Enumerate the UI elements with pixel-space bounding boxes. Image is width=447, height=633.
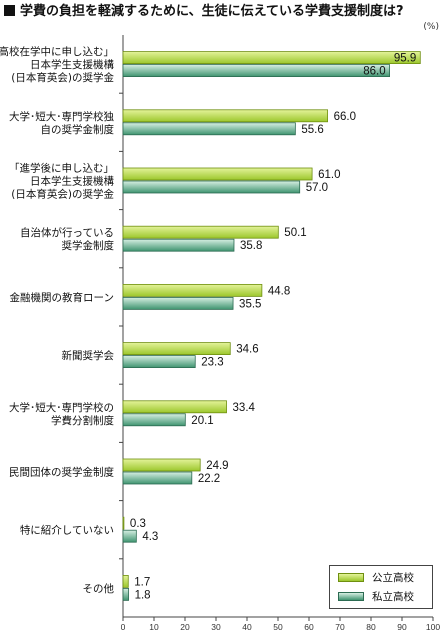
chart-title-text: 学費の負担を軽減するために、生徒に伝えている学費支援制度は? <box>20 4 404 19</box>
bar-public <box>122 342 231 356</box>
bar-private <box>122 355 196 369</box>
category-label: 新聞奨学会 <box>62 349 115 362</box>
value-label-public: 0.3 <box>130 518 146 530</box>
value-label-public: 1.7 <box>134 576 150 588</box>
x-tick-label: 60 <box>304 622 314 632</box>
category-label: 民間団体の奨学金制度 <box>9 466 114 479</box>
chart-title: 学費の負担を軽減するために、生徒に伝えている学費支援制度は? <box>4 2 444 22</box>
legend-item-public: 公立高校 <box>338 571 414 585</box>
category-label: 日本学生支援機構 <box>30 175 114 188</box>
bar-public <box>122 575 129 588</box>
value-label-private: 4.3 <box>142 531 158 543</box>
bar-private <box>122 296 234 310</box>
category-label: 奨学金制度 <box>62 239 115 252</box>
category-label: (日本育英会)の奨学金 <box>11 71 114 84</box>
x-tick-label: 40 <box>242 622 252 632</box>
bar-private <box>122 471 193 485</box>
value-label-public: 66.0 <box>334 111 356 123</box>
x-tick-label: 30 <box>211 622 221 632</box>
value-label-private: 57.0 <box>306 182 328 194</box>
bar-private <box>122 238 235 252</box>
bar-private <box>122 64 391 77</box>
x-tick-label: 10 <box>149 622 159 632</box>
category-label: その他 <box>83 582 115 595</box>
value-label-public: 44.8 <box>268 285 290 297</box>
x-tick-label: 20 <box>180 622 190 632</box>
bar-public <box>122 167 313 181</box>
category-label: 学費分割制度 <box>51 414 114 427</box>
category-label: 日本学生支援機構 <box>30 58 114 71</box>
x-tick-label: 0 <box>121 622 126 632</box>
x-tick-label: 90 <box>397 622 407 632</box>
category-label: 「高校在学中に申し込む」 <box>0 45 114 58</box>
legend-swatch-public <box>338 573 364 582</box>
category-label: 大学･短大･専門学校独 <box>9 110 114 123</box>
x-tick-label: 80 <box>366 622 376 632</box>
value-label-public: 61.0 <box>318 169 340 181</box>
category-label: (日本育英会)の奨学金 <box>11 188 114 201</box>
value-label-private: 35.5 <box>239 298 261 310</box>
category-label: 特に紹介していない <box>20 524 114 537</box>
value-label-private: 55.6 <box>301 124 323 136</box>
x-tick-label: 70 <box>335 622 345 632</box>
bar-public <box>122 225 279 239</box>
value-label-public: 33.4 <box>233 402 256 414</box>
value-label-private: 35.8 <box>240 240 262 252</box>
category-label: 「進学後に申し込む」 <box>9 162 114 175</box>
plot-area: 0 10 20 30 40 50 60 70 80 90 100「高校在学中に申し込む」日本学生支援… <box>0 35 440 632</box>
bar-public <box>122 458 201 472</box>
legend-label-public: 公立高校 <box>372 572 414 584</box>
category-label: 自治体が行っている <box>20 226 114 239</box>
bar-private <box>122 122 296 136</box>
value-label-private: 86.0 <box>363 66 385 78</box>
legend-label-private: 私立高校 <box>372 591 414 603</box>
value-label-private: 1.8 <box>135 589 151 601</box>
title-square-icon <box>4 5 15 16</box>
legend-swatch-private <box>338 592 364 601</box>
legend-item-private: 私立高校 <box>338 590 414 604</box>
legend: 公立高校 私立高校 <box>329 565 433 609</box>
bar-private <box>122 529 137 543</box>
unit-label: (%) <box>423 22 439 32</box>
bar-public <box>122 400 227 414</box>
value-label-public: 34.6 <box>236 344 258 356</box>
category-label: 大学･短大･専門学校の <box>9 401 114 414</box>
category-label: 自の奨学金制度 <box>41 123 115 136</box>
bar-public <box>122 516 125 530</box>
category-label: 金融機関の教育ローン <box>10 291 114 304</box>
value-label-public: 95.9 <box>394 53 416 65</box>
bar-private <box>122 588 129 601</box>
value-label-public: 50.1 <box>284 227 306 239</box>
value-label-private: 22.2 <box>198 473 220 485</box>
bar-private <box>122 180 301 194</box>
bar-public <box>122 51 421 64</box>
value-label-public: 24.9 <box>206 460 228 472</box>
x-tick-label: 100 <box>426 622 440 632</box>
x-tick-label: 50 <box>273 622 283 632</box>
bar-public <box>122 109 329 123</box>
bar-public <box>122 283 263 297</box>
value-label-private: 23.3 <box>201 357 223 369</box>
value-label-private: 20.1 <box>191 415 213 427</box>
bar-private <box>122 413 186 427</box>
